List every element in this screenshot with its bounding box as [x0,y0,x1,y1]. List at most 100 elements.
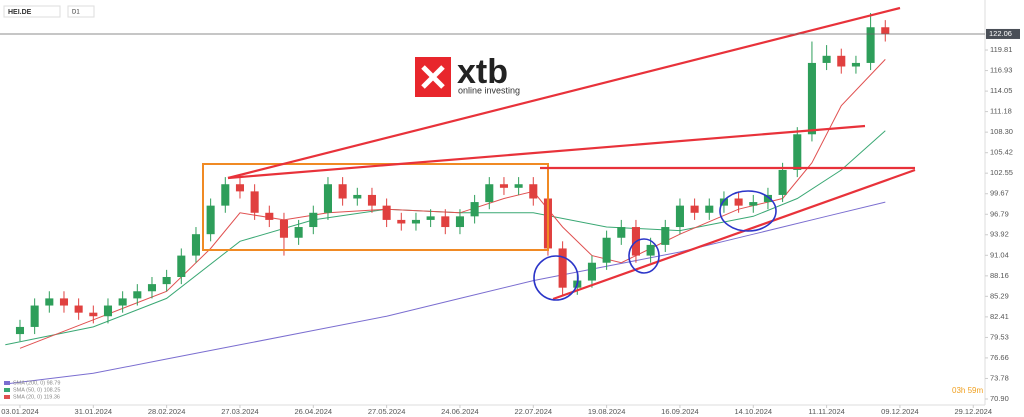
logo: xtb online investing [415,53,520,97]
candle-body [45,298,54,306]
annotations [202,6,916,301]
x-tick-label: 26.04.2024 [295,407,333,416]
range-box [202,163,549,251]
y-tick-label: 114.05 [990,86,1012,95]
y-tick-label: 93.92 [990,230,1009,239]
candle-body [587,262,596,281]
candle-body [265,212,274,220]
candle-body [426,216,435,220]
candle-body [822,55,831,63]
logo-subtext: online investing [458,85,520,95]
candle-body [529,184,538,199]
candle-body [705,205,714,213]
x-tick-label: 19.08.2024 [588,407,626,416]
logo-text: xtb [457,53,508,91]
y-tick-label: 82.41 [990,312,1009,321]
y-tick-label: 116.93 [990,66,1012,75]
candle-body [866,27,875,63]
candle-body [807,62,816,135]
x-tick-label: 28.02.2024 [148,407,186,416]
price-label: 122.06 [989,29,1012,38]
candle-body [367,194,376,206]
candle-body [602,237,611,263]
candle-body [74,305,83,313]
candle-body [279,219,289,238]
y-tick-label: 96.79 [990,209,1009,218]
candle-layer [15,12,890,342]
x-tick-label: 14.10.2024 [735,407,773,416]
candle-body [851,62,860,67]
y-tick-label: 105.42 [990,148,1013,157]
x-tick-label: 31.01.2024 [75,407,113,416]
x-tick-label: 29.12.2024 [954,407,992,416]
candle-body [719,198,728,206]
candle-body [294,227,303,238]
candle-body [617,227,626,238]
candle-body [103,305,113,317]
candle-body [338,184,347,199]
symbol[interactable]: HEI.DE [8,9,32,16]
sma-line [5,201,886,385]
legend-label: SMA (50, 0) 108.25 [13,387,60,393]
symbol-box[interactable] [3,5,61,18]
legend-swatch [4,388,10,392]
candle-body [15,326,25,335]
highlight-ellipse [719,190,777,232]
candle-body [30,305,39,327]
candle-body [118,298,127,306]
candle-body [353,194,362,199]
legend-label: SMA (20, 0) 119.36 [13,394,60,400]
y-tick-label: 70.90 [990,394,1009,403]
interval-box[interactable] [67,5,95,18]
candle-body [382,205,391,220]
candle-body [221,184,230,206]
x-tick-label: 24.06.2024 [441,407,479,416]
axes-layer: 70.90 73.78 76.66 79.53 82.41 85.29 88.16 91.04… [0,29,1020,416]
candle-body [191,234,201,256]
highlight-ellipse [533,255,579,301]
x-tick-label: 16.09.2024 [661,407,699,416]
candle-body [675,205,684,228]
x-tick-label: 03.01.2024 [1,407,39,416]
y-tick-label: 108.30 [990,127,1013,136]
candle-body [441,216,450,228]
candle-body [177,255,186,277]
candle-body [250,191,259,213]
candle-body [749,202,758,206]
logo-x [421,65,445,89]
legend-swatch [4,395,10,399]
candle-body [323,184,332,213]
y-tick-label: 111.18 [990,107,1012,116]
candle-body [763,194,772,203]
highlight-ellipse [628,238,660,274]
interval[interactable]: D1 [72,10,80,16]
candle-body [499,184,508,188]
candle-body [837,55,846,67]
candle-body [793,134,802,170]
y-tick-label: 99.67 [990,189,1009,198]
candle-body [470,202,479,217]
y-tick-label: 91.04 [990,250,1009,259]
candle-body [89,312,98,317]
y-tick-label: 88.16 [990,271,1009,280]
trend-line [227,124,866,180]
x-tick-label: 27.05.2024 [368,407,406,416]
candle-body [235,184,245,192]
candle-body [778,169,787,195]
candle-body [646,244,655,256]
x-tick-label: 27.03.2024 [221,407,259,416]
candle-body [147,284,157,292]
y-tick-label: 76.66 [990,353,1009,362]
candle-body [881,27,890,34]
candle-body [558,248,567,288]
legend-swatch [4,381,10,385]
x-tick-label: 22.07.2024 [515,407,553,416]
candle-body [397,219,406,224]
candle-body [411,219,420,224]
legend-label: SMA (200, 0) 98.79 [13,380,60,386]
candle-body [59,298,69,306]
candle-body [734,198,743,206]
x-tick-label: 09.12.2024 [881,407,919,416]
candle-body [309,212,318,228]
